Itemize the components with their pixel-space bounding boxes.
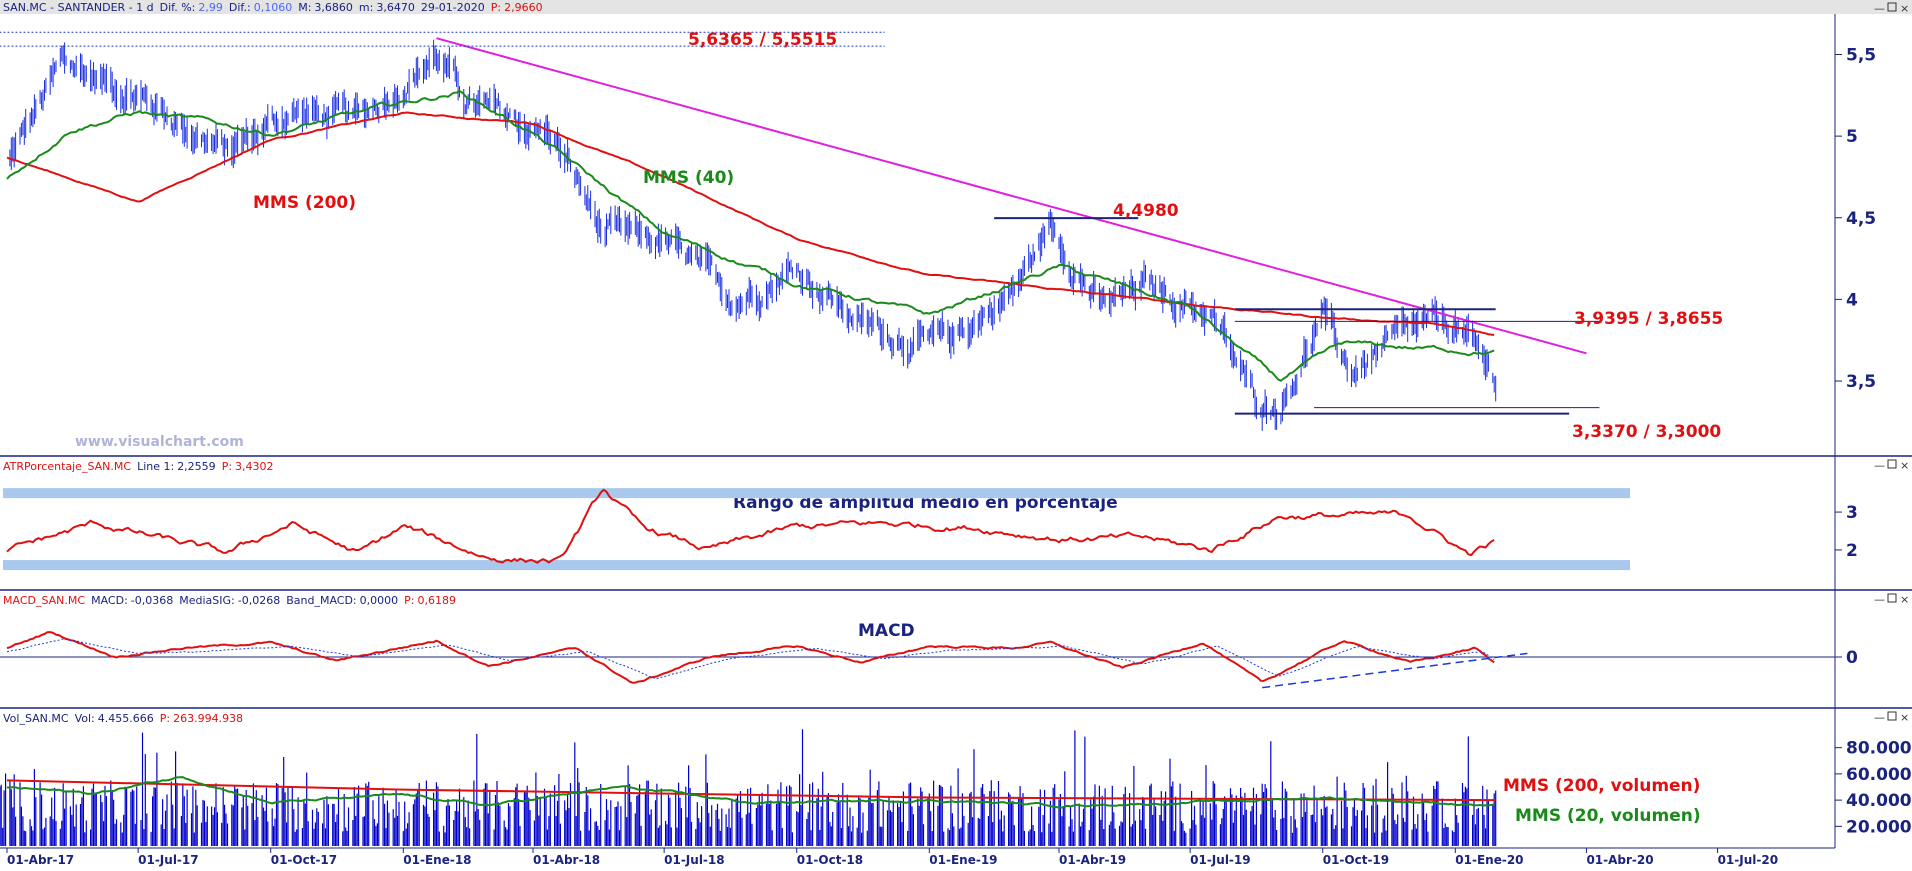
price-plot: 5,6365 / 5,5515 4,4980 3,9395 / 3,8655 3,33…	[0, 30, 1723, 442]
x-tick-label: 01-Jul-20	[1718, 853, 1778, 867]
x-tick-label: 01-Jul-17	[138, 853, 198, 867]
atr-ytick-label: 3	[1846, 503, 1858, 523]
volume-ytick-label: 80.000.000	[1846, 739, 1912, 759]
price-ytick-label: 5,5	[1846, 45, 1876, 65]
volume-ytick-label: 40.000.000	[1846, 791, 1912, 811]
close-icon[interactable]: ×	[1900, 459, 1909, 472]
macd-signal-line	[6, 638, 1495, 680]
volume-legend-label: MMS (200, volumen)	[1503, 776, 1700, 796]
minimize-icon[interactable]: —	[1874, 459, 1885, 472]
minimize-icon[interactable]: —	[1874, 593, 1885, 606]
price-annotation: 3,9395 / 3,8655	[1574, 309, 1723, 329]
macd-header: MACD_SAN.MC MACD: -0,0368 MediaSIG: -0,0268 B…	[3, 594, 456, 607]
x-tick-label: 01-Abr-17	[7, 853, 74, 867]
axes-labels: 5,5 5 4,5 4 3,5 3 2 0 80.000.000 60.000.000 40.000…	[6, 45, 1912, 867]
macd-line	[6, 631, 1495, 684]
macd-panel-title: MACD	[858, 621, 915, 641]
maximize-icon[interactable]	[1887, 711, 1897, 721]
macd-trendline	[1262, 652, 1528, 689]
macd-ytick-label: 0	[1846, 648, 1858, 668]
x-tick-label: 01-Oct-19	[1323, 853, 1389, 867]
sma-40-line	[6, 90, 1495, 382]
maximize-icon[interactable]	[1887, 459, 1897, 469]
price-ytick-label: 4,5	[1846, 209, 1876, 229]
atr-plot	[3, 488, 1630, 571]
macd-plot	[0, 631, 1835, 689]
volume-ytick-label: 60.000.000	[1846, 765, 1912, 785]
volume-legend-label: MMS (20, volumen)	[1515, 806, 1701, 826]
atr-window-controls[interactable]: — ×	[1874, 459, 1909, 472]
close-icon[interactable]: ×	[1900, 2, 1909, 15]
x-tick-label: 01-Oct-18	[797, 853, 863, 867]
resistance-trendline	[436, 37, 1587, 355]
price-annotation: 4,4980	[1113, 201, 1179, 221]
price-ytick-label: 4	[1846, 290, 1858, 310]
macd-window-controls[interactable]: — ×	[1874, 593, 1909, 606]
price-ytick-label: 5	[1846, 127, 1858, 147]
close-icon[interactable]: ×	[1900, 711, 1909, 724]
price-annotation: MMS (40)	[643, 168, 734, 188]
maximize-icon[interactable]	[1887, 593, 1897, 603]
price-header-bg	[0, 0, 1912, 14]
price-ytick-label: 3,5	[1846, 372, 1876, 392]
atr-lower-band	[3, 560, 1630, 571]
x-tick-label: 01-Jul-19	[1190, 853, 1250, 867]
watermark: www.visualchart.com	[75, 434, 244, 450]
volume-sma-20-line	[6, 776, 1495, 809]
price-window-controls[interactable]: — ×	[1874, 2, 1909, 15]
atr-header: ATRPorcentaje_SAN.MC Line 1: 2,2559 P: 3,430…	[3, 460, 274, 473]
price-annotation: 3,3370 / 3,3000	[1572, 422, 1721, 442]
x-tick-label: 01-Ene-19	[929, 853, 997, 867]
atr-upper-band	[3, 488, 1630, 499]
volume-ytick-label: 20.000.000	[1846, 817, 1912, 837]
volume-window-controls[interactable]: — ×	[1874, 711, 1909, 724]
minimize-icon[interactable]: —	[1874, 2, 1885, 15]
x-tick-label: 01-Ene-18	[403, 853, 471, 867]
atr-line	[6, 488, 1495, 564]
price-annotation: 5,6365 / 5,5515	[688, 30, 837, 50]
price-annotation: MMS (200)	[253, 193, 356, 213]
volume-header: Vol_SAN.MC Vol: 4.455.666 P: 263.994.938	[3, 712, 243, 725]
x-tick-label: 01-Jul-18	[664, 853, 724, 867]
maximize-icon[interactable]	[1887, 2, 1897, 12]
x-tick-label: 01-Abr-20	[1586, 853, 1653, 867]
x-tick-label: 01-Oct-17	[271, 853, 337, 867]
price-header: SAN.MC - SANTANDER - 1 d Dif. %: 2,99 Dif.:…	[3, 1, 543, 14]
volume-plot: MMS (200, volumen) MMS (20, volumen)	[0, 729, 1701, 846]
x-tick-label: 01-Abr-18	[533, 853, 600, 867]
minimize-icon[interactable]: —	[1874, 711, 1885, 724]
x-tick-label: 01-Ene-20	[1455, 853, 1523, 867]
x-tick-label: 01-Abr-19	[1059, 853, 1126, 867]
atr-ytick-label: 2	[1846, 541, 1858, 561]
close-icon[interactable]: ×	[1900, 593, 1909, 606]
